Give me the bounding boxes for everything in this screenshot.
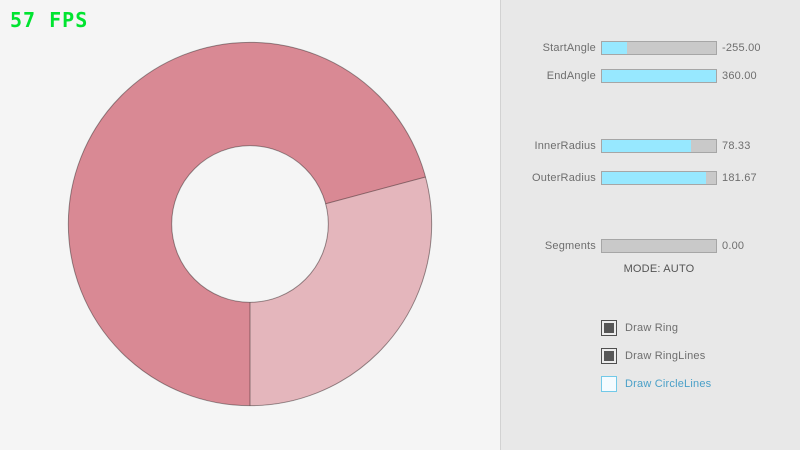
endangle-label: EndAngle: [546, 70, 596, 82]
slider-row-segments: Segments 0.00: [501, 239, 800, 253]
control-panel: StartAngle -255.00 EndAngle 360.00 Inner…: [500, 0, 800, 450]
checkbox-label: Draw Ring: [625, 322, 679, 334]
slider-row-startangle: StartAngle -255.00: [501, 41, 800, 55]
ring-canvas: [67, 41, 433, 407]
innerradius-value: 78.33: [722, 140, 751, 152]
ring-sector-line-right: [325, 176, 426, 205]
startangle-value: -255.00: [722, 42, 761, 54]
segments-slider[interactable]: [601, 239, 717, 253]
segments-label: Segments: [544, 240, 596, 252]
checkbox-label: Draw RingLines: [625, 350, 706, 362]
startangle-label: StartAngle: [542, 42, 596, 54]
checkbox-draw-circlelines[interactable]: Draw CircleLines: [601, 376, 800, 392]
innerradius-slider-fill: [602, 140, 691, 152]
slider-row-endangle: EndAngle 360.00: [501, 69, 800, 83]
outerradius-slider[interactable]: [601, 171, 717, 185]
endangle-value: 360.00: [722, 70, 757, 82]
donut-ring-light-sector: [250, 176, 432, 406]
checkbox-box[interactable]: [601, 320, 617, 336]
checkbox-draw-ring[interactable]: Draw Ring: [601, 320, 800, 336]
checkbox-label: Draw CircleLines: [625, 378, 712, 390]
checkbox-check-mark: [604, 351, 614, 361]
fps-counter: 57 FPS: [10, 8, 89, 32]
checkbox-check-mark: [604, 323, 614, 333]
endangle-slider-fill: [602, 70, 716, 82]
outerradius-label: OuterRadius: [532, 172, 596, 184]
ring-outer-outline: [67, 41, 433, 407]
checkbox-box[interactable]: [601, 376, 617, 392]
startangle-slider-fill: [602, 42, 628, 54]
segments-mode-text: MODE: AUTO: [623, 263, 695, 275]
outerradius-value: 181.67: [722, 172, 757, 184]
ring-inner-outline: [171, 145, 329, 303]
innerradius-label: InnerRadius: [534, 140, 596, 152]
startangle-slider[interactable]: [601, 41, 717, 55]
checkbox-box[interactable]: [601, 348, 617, 364]
checkbox-draw-ringlines[interactable]: Draw RingLines: [601, 348, 800, 364]
endangle-slider[interactable]: [601, 69, 717, 83]
outerradius-slider-fill: [602, 172, 706, 184]
segments-value: 0.00: [722, 240, 745, 252]
slider-row-innerradius: InnerRadius 78.33: [501, 139, 800, 153]
innerradius-slider[interactable]: [601, 139, 717, 153]
slider-row-outerradius: OuterRadius 181.67: [501, 171, 800, 185]
